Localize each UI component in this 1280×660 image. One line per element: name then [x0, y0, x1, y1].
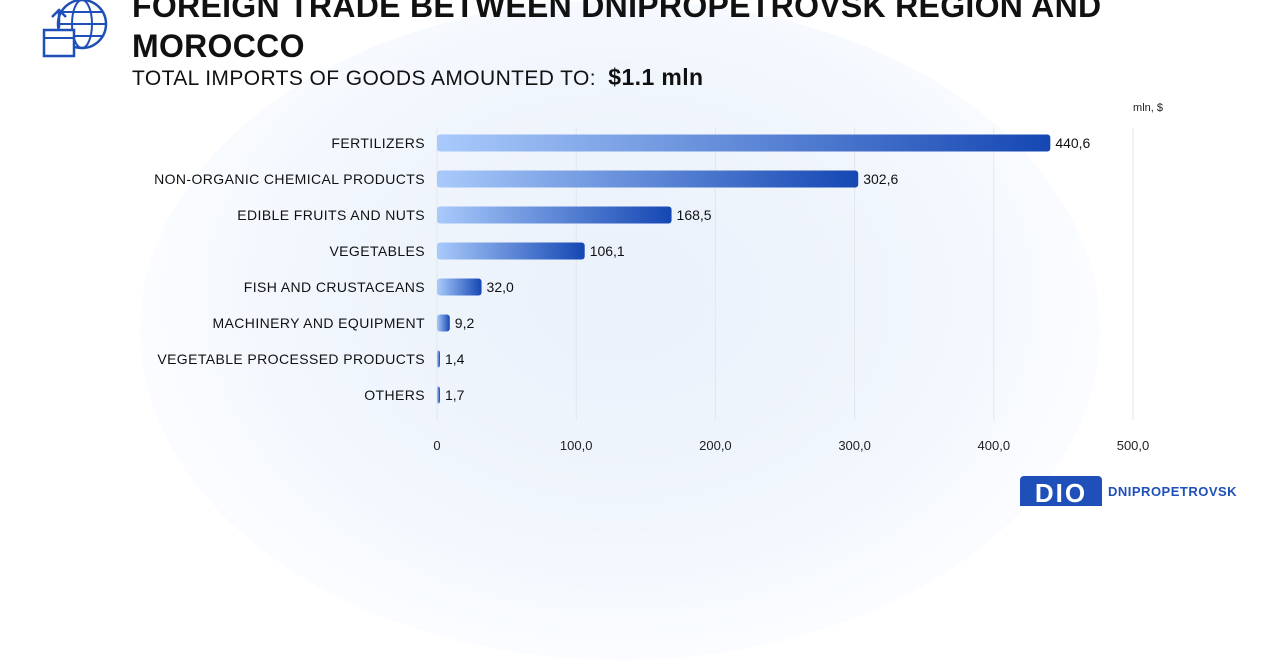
data-label: 9,2 — [455, 315, 475, 331]
bar — [437, 170, 859, 188]
bar — [437, 206, 672, 224]
page-title: FOREIGN TRADE BETWEEN DNIPROPETROVSK REG… — [132, 0, 1102, 64]
unit-label: mln, $ — [1133, 102, 1163, 114]
bar — [437, 134, 1051, 152]
bar — [437, 242, 585, 260]
bar — [437, 314, 450, 332]
category-label: MACHINERY AND EQUIPMENT — [213, 315, 426, 331]
category-label: NON-ORGANIC CHEMICAL PRODUCTS — [154, 171, 425, 187]
globe-box-icon — [42, 0, 110, 65]
bar — [437, 386, 440, 404]
tick-label: 500,0 — [1117, 438, 1150, 453]
tick-label: 100,0 — [560, 438, 593, 453]
data-label: 1,7 — [445, 387, 465, 403]
data-label: 440,6 — [1055, 135, 1090, 151]
category-label: FERTILIZERS — [331, 135, 425, 151]
category-label: FISH AND CRUSTACEANS — [244, 279, 425, 295]
category-label: OTHERS — [364, 387, 425, 403]
brand-logo: DIO DNIPROPETROVSK — [1020, 476, 1238, 508]
subtitle-value: $1.1 mln — [608, 64, 704, 90]
tick-label: 0 — [433, 438, 440, 453]
data-label: 302,6 — [863, 171, 898, 187]
category-label: EDIBLE FRUITS AND NUTS — [237, 207, 425, 223]
tick-label: 300,0 — [838, 438, 871, 453]
subtitle: TOTAL IMPORTS OF GOODS AMOUNTED TO: $1.1… — [132, 64, 704, 91]
data-label: 1,4 — [445, 351, 465, 367]
subtitle-label: TOTAL IMPORTS OF GOODS AMOUNTED TO: — [132, 67, 597, 90]
category-label: VEGETABLES — [329, 243, 425, 259]
category-label: VEGETABLE PROCESSED PRODUCTS — [157, 351, 425, 367]
brand-name: DNIPROPETROVSK — [1108, 484, 1238, 499]
data-label: 168,5 — [677, 207, 712, 223]
tick-label: 400,0 — [978, 438, 1011, 453]
data-label: 106,1 — [590, 243, 625, 259]
bar-chart: 0 100,0 200,0 300,0 400,0 500,0 mln, $ FERTILIZ… — [154, 102, 1163, 453]
brand-mark: DIO — [1020, 476, 1102, 508]
data-label: 32,0 — [487, 279, 514, 295]
tick-label: 200,0 — [699, 438, 732, 453]
bar — [437, 278, 482, 296]
bar — [437, 350, 440, 368]
